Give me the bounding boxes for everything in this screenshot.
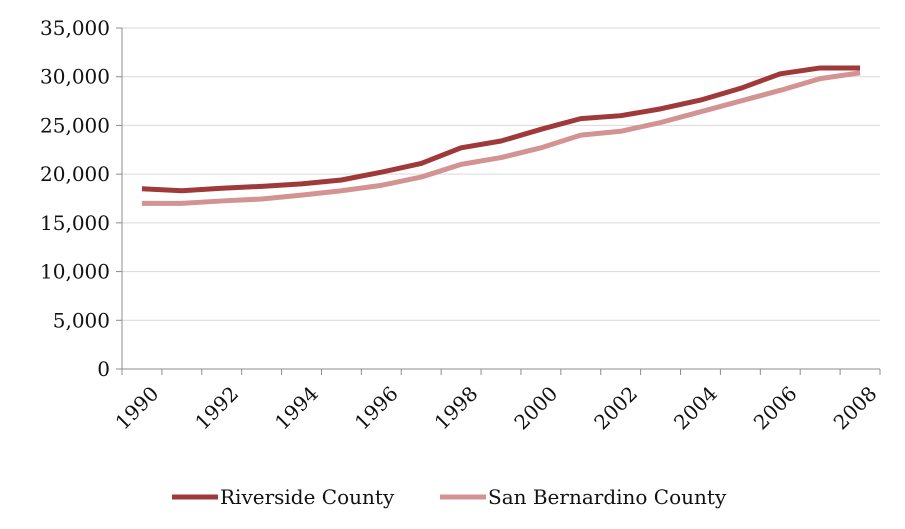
x-tick-label: 2006 <box>749 381 802 434</box>
x-tick-label: 2002 <box>589 381 642 434</box>
y-tick-label: 15,000 <box>40 211 110 235</box>
y-axis-ticks: 0 5,000 10,000 15,000 20,000 25,000 30,000 35,0… <box>40 16 110 381</box>
series-lines <box>141 65 861 206</box>
x-tick-label: 1996 <box>350 381 403 434</box>
x-tick-label: 2008 <box>829 381 882 434</box>
series-line-0 <box>141 65 861 194</box>
x-tick-label: 1998 <box>430 381 483 434</box>
y-tick-label: 10,000 <box>40 260 110 284</box>
legend-label-0: Riverside County <box>220 485 395 509</box>
x-axis-ticks: 1990 1992 1994 1996 1998 2000 2002 2004 2006 2008 <box>110 381 881 434</box>
axes <box>116 27 881 375</box>
legend: Riverside County San Bernardino County <box>172 485 727 509</box>
x-tick-label: 2004 <box>669 381 722 434</box>
series-line-1 <box>141 70 861 206</box>
x-tick-label: 2000 <box>509 381 562 434</box>
y-tick-label: 20,000 <box>40 162 110 186</box>
y-tick-label: 0 <box>97 357 110 381</box>
y-tick-label: 30,000 <box>40 65 110 89</box>
x-tick-label: 1992 <box>190 381 243 434</box>
y-tick-label: 35,000 <box>40 16 110 40</box>
gridlines <box>122 27 880 321</box>
y-tick-label: 25,000 <box>40 113 110 137</box>
x-tick-label: 1990 <box>110 381 163 434</box>
y-tick-label: 5,000 <box>53 308 110 332</box>
x-tick-label: 1994 <box>270 381 323 434</box>
legend-label-1: San Bernardino County <box>488 485 727 509</box>
